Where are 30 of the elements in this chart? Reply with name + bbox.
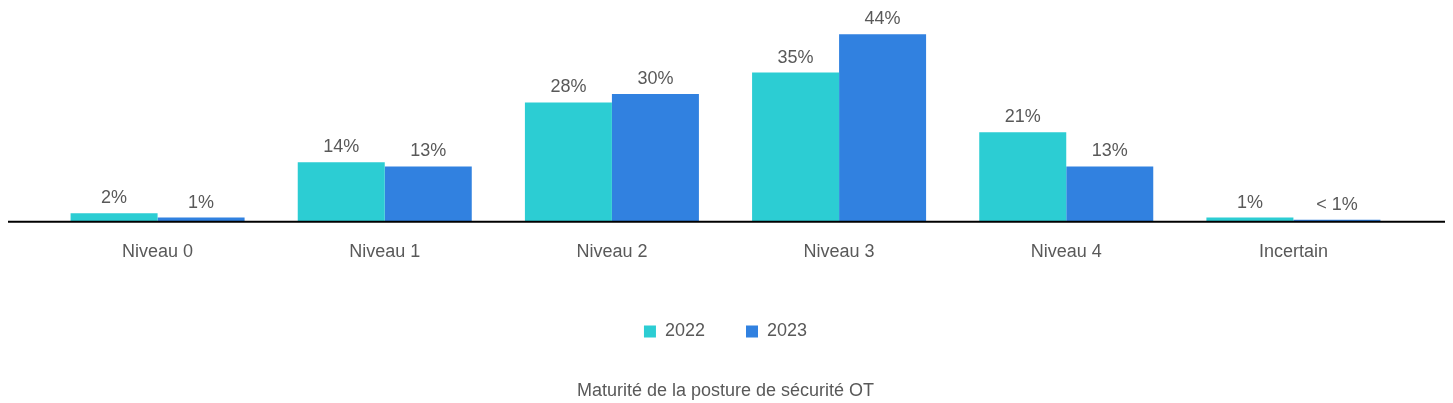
bar — [70, 213, 158, 222]
bar — [611, 93, 699, 222]
x-tick-label: Niveau 4 — [1030, 240, 1102, 261]
legend-label: 2022 — [664, 320, 705, 341]
data-label: 2% — [101, 187, 128, 208]
data-label: 21% — [1004, 106, 1041, 127]
data-label: 28% — [550, 76, 587, 97]
bar — [297, 162, 385, 222]
data-label: 14% — [323, 136, 360, 157]
data-label: 30% — [637, 67, 674, 88]
bar — [839, 34, 927, 222]
x-tick-label: Niveau 3 — [803, 240, 875, 261]
data-label: 1% — [188, 191, 215, 212]
x-tick-label: Incertain — [1258, 240, 1328, 261]
data-label: 13% — [1091, 140, 1128, 161]
text: Maturité de la posture de sécurité OT — [576, 380, 875, 401]
data-label: 13% — [410, 140, 447, 161]
bar — [752, 72, 840, 222]
bar — [384, 166, 472, 222]
data-label: 44% — [864, 8, 901, 29]
x-tick-label: Niveau 0 — [122, 240, 194, 261]
bar — [1066, 166, 1154, 222]
data-label: < 1% — [1316, 193, 1358, 214]
data-label: 1% — [1236, 191, 1263, 212]
bar — [979, 132, 1067, 222]
x-tick-label: Niveau 1 — [349, 240, 421, 261]
bar — [524, 102, 612, 222]
legend-label: 2023 — [767, 320, 808, 341]
data-label: 35% — [777, 46, 814, 67]
x-tick-label: Niveau 2 — [576, 240, 648, 261]
